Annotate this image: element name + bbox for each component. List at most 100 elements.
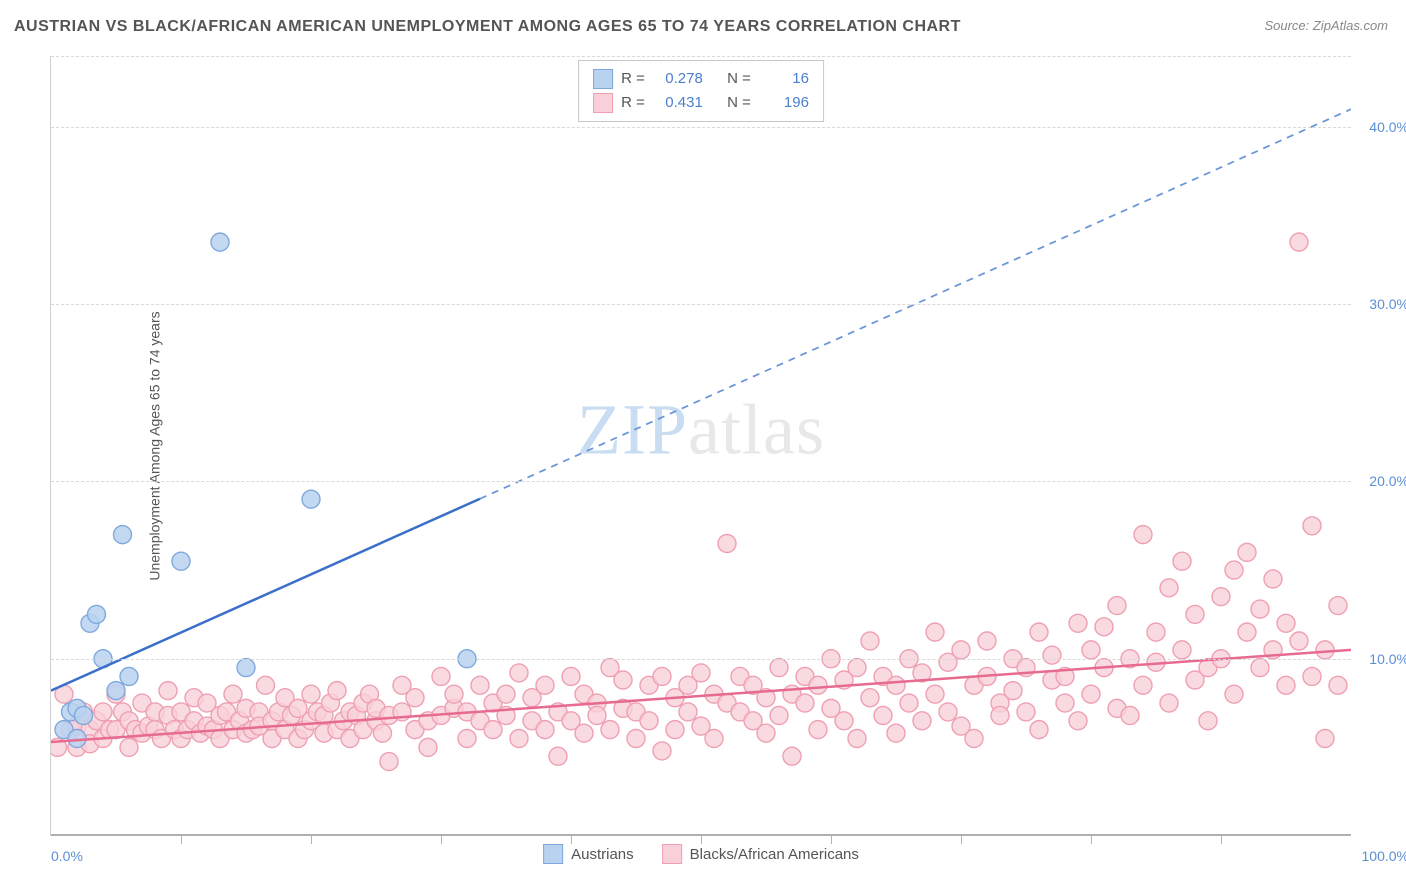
data-point: [887, 724, 905, 742]
swatch-series-1: [593, 93, 613, 113]
data-point: [1095, 618, 1113, 636]
data-point: [510, 730, 528, 748]
grid-line: [51, 481, 1351, 482]
data-point: [1069, 614, 1087, 632]
data-point: [94, 703, 112, 721]
data-point: [1225, 561, 1243, 579]
data-point: [484, 721, 502, 739]
data-point: [874, 706, 892, 724]
data-point: [640, 712, 658, 730]
data-point: [1290, 233, 1308, 251]
data-point: [835, 712, 853, 730]
scatter-svg: [51, 56, 1351, 836]
data-point: [1043, 646, 1061, 664]
legend-item-1: Blacks/African Americans: [662, 844, 859, 864]
data-point: [406, 689, 424, 707]
data-point: [1147, 623, 1165, 641]
data-point: [1277, 614, 1295, 632]
legend-swatch-0: [543, 844, 563, 864]
stats-row-series-1: R = 0.431 N = 196: [593, 91, 809, 115]
data-point: [588, 706, 606, 724]
bottom-legend: Austrians Blacks/African Americans: [543, 844, 859, 864]
x-tick: [1091, 836, 1092, 844]
stats-R-label: R =: [621, 67, 645, 91]
grid-line: [51, 659, 1351, 660]
data-point: [1251, 600, 1269, 618]
data-point: [991, 706, 1009, 724]
data-point: [939, 703, 957, 721]
data-point: [809, 721, 827, 739]
data-point: [211, 233, 229, 251]
stats-N-label: N =: [727, 67, 751, 91]
data-point: [75, 706, 93, 724]
data-point: [1225, 685, 1243, 703]
y-tick-label: 10.0%: [1369, 651, 1406, 667]
data-point: [926, 685, 944, 703]
data-point: [978, 632, 996, 650]
data-point: [952, 641, 970, 659]
data-point: [1238, 543, 1256, 561]
legend-label-0: Austrians: [571, 846, 634, 863]
data-point: [114, 526, 132, 544]
data-point: [614, 671, 632, 689]
data-point: [965, 730, 983, 748]
trend-line: [51, 499, 480, 691]
data-point: [926, 623, 944, 641]
data-point: [536, 721, 554, 739]
data-point: [796, 694, 814, 712]
data-point: [1212, 588, 1230, 606]
data-point: [510, 664, 528, 682]
data-point: [1004, 682, 1022, 700]
stats-R-value-1: 0.431: [653, 91, 703, 115]
data-point: [159, 682, 177, 700]
data-point: [653, 742, 671, 760]
x-tick: [831, 836, 832, 844]
stats-N-label: N =: [727, 91, 751, 115]
stats-row-series-0: R = 0.278 N = 16: [593, 67, 809, 91]
data-point: [1290, 632, 1308, 650]
data-point: [1160, 694, 1178, 712]
data-point: [783, 747, 801, 765]
data-point: [692, 664, 710, 682]
data-point: [1303, 517, 1321, 535]
stats-N-value-0: 16: [759, 67, 809, 91]
data-point: [1030, 721, 1048, 739]
data-point: [471, 676, 489, 694]
data-point: [848, 730, 866, 748]
chart-area: Unemployment Among Ages 65 to 74 years Z…: [50, 56, 1350, 836]
data-point: [1134, 676, 1152, 694]
legend-item-0: Austrians: [543, 844, 634, 864]
source-label: Source: ZipAtlas.com: [1264, 18, 1388, 33]
x-tick: [311, 836, 312, 844]
data-point: [900, 694, 918, 712]
data-point: [679, 703, 697, 721]
x-tick: [571, 836, 572, 844]
data-point: [120, 738, 138, 756]
data-point: [1056, 694, 1074, 712]
plot-region: ZIPatlas 0.0% 100.0% R = 0.278 N = 16 R …: [50, 56, 1351, 836]
x-axis-min-label: 0.0%: [51, 848, 83, 864]
y-tick-label: 40.0%: [1369, 119, 1406, 135]
data-point: [1264, 570, 1282, 588]
data-point: [419, 738, 437, 756]
data-point: [757, 724, 775, 742]
data-point: [374, 724, 392, 742]
data-point: [1121, 706, 1139, 724]
data-point: [1082, 641, 1100, 659]
data-point: [705, 730, 723, 748]
data-point: [1186, 605, 1204, 623]
data-point: [1316, 730, 1334, 748]
data-point: [770, 706, 788, 724]
data-point: [1238, 623, 1256, 641]
data-point: [302, 490, 320, 508]
data-point: [1329, 597, 1347, 615]
data-point: [627, 730, 645, 748]
grid-line: [51, 127, 1351, 128]
legend-label-1: Blacks/African Americans: [690, 846, 859, 863]
data-point: [601, 721, 619, 739]
data-point: [328, 682, 346, 700]
data-point: [536, 676, 554, 694]
x-axis-max-label: 100.0%: [1362, 848, 1406, 864]
data-point: [497, 685, 515, 703]
data-point: [666, 721, 684, 739]
